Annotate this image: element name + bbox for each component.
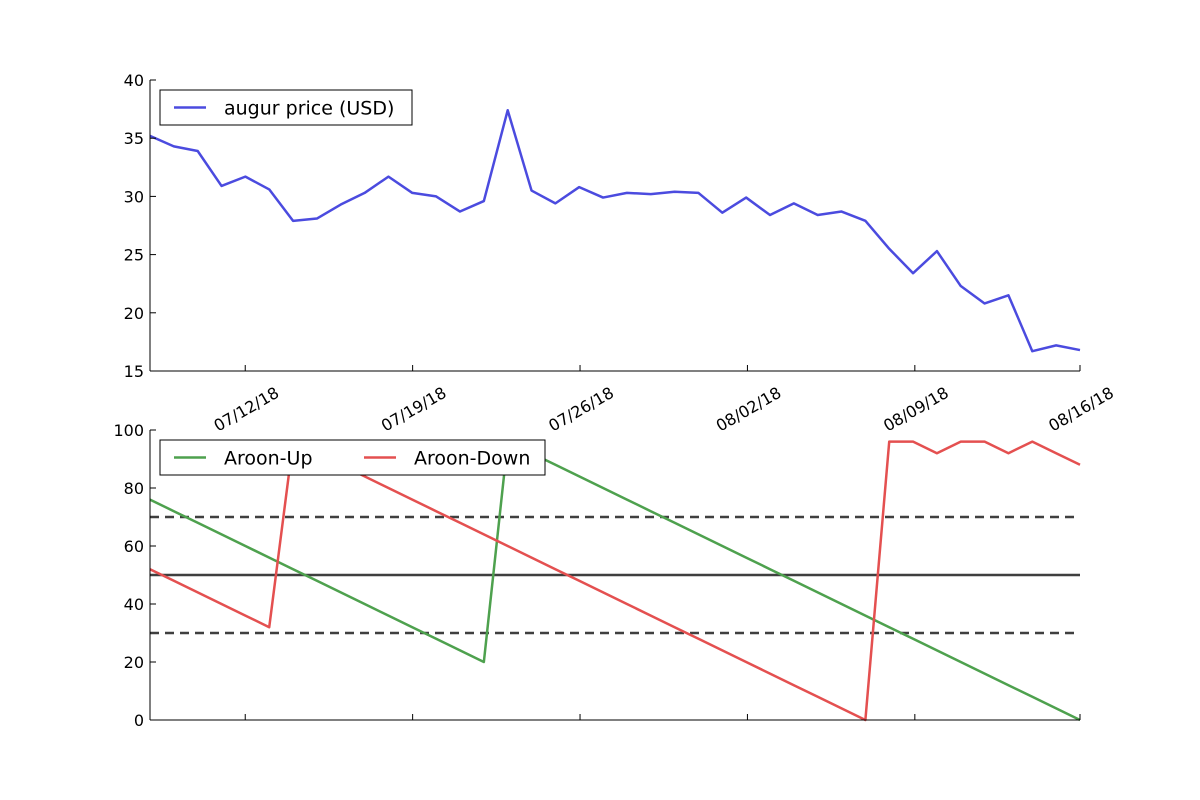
y-tick-label: 20	[124, 304, 144, 323]
legend-label: Aroon-Down	[414, 448, 530, 470]
y-tick-label: 40	[124, 595, 144, 614]
y-tick-label: 100	[113, 421, 144, 440]
y-tick-label: 60	[124, 537, 144, 556]
aroon-plot: 0 20 40 60 80 100 Aroon-Up Aroon-Down	[113, 421, 1081, 730]
x-tick-label: 07/19/18	[378, 383, 450, 435]
y-tick-label: 0	[134, 711, 144, 730]
y-tick-label: 20	[124, 653, 144, 672]
x-tick-label: 08/09/18	[880, 383, 952, 435]
legend-label: augur price (USD)	[224, 98, 394, 120]
x-tick-label: 08/16/18	[1045, 383, 1117, 435]
series-line-aroon-up	[149, 440, 1081, 722]
price-plot: 15 20 25 30 35 40 07/12/18 07/19/18 07/26/18 08/0…	[124, 71, 1117, 435]
y-tick-label: 35	[124, 129, 144, 148]
x-tick-label: 08/02/18	[713, 383, 785, 435]
y-tick-label: 30	[124, 187, 144, 206]
y-tick-label: 40	[124, 71, 144, 90]
y-tick-label: 15	[124, 362, 144, 381]
series-line-augur-price-usd	[149, 109, 1081, 353]
x-tick-label: 07/12/18	[210, 383, 282, 435]
legend-box	[159, 439, 546, 476]
y-tick-label: 25	[124, 246, 144, 265]
series-line-aroon-down	[149, 440, 1081, 722]
x-tick-label: 07/26/18	[545, 383, 617, 435]
legend-label: Aroon-Up	[224, 448, 313, 470]
y-tick-label: 80	[124, 479, 144, 498]
